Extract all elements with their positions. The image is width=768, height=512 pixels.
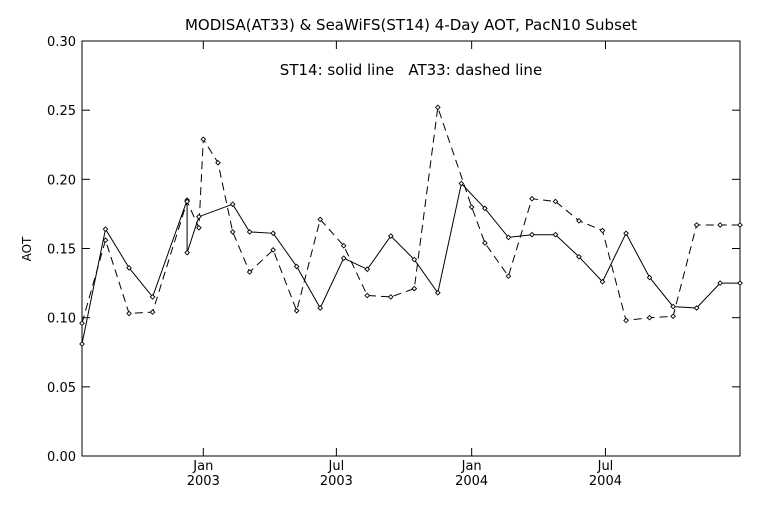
x-tick-year-label: 2004 bbox=[455, 474, 488, 489]
data-point-st14 bbox=[79, 341, 85, 347]
y-tick-label: 0.25 bbox=[47, 104, 76, 119]
data-point-at33 bbox=[717, 222, 723, 228]
data-point-st14 bbox=[529, 231, 535, 238]
data-point-at33 bbox=[149, 309, 156, 315]
data-point-st14 bbox=[149, 294, 156, 300]
data-point-at33 bbox=[693, 222, 700, 228]
data-point-st14 bbox=[229, 201, 236, 208]
y-axis-label: AOT bbox=[20, 236, 34, 261]
chart-title: MODISA(AT33) & SeaWiFS(ST14) 4-Day AOT, … bbox=[185, 16, 637, 34]
x-tick-month-label: Jul bbox=[328, 459, 345, 474]
data-point-at33 bbox=[293, 307, 300, 314]
data-point-at33 bbox=[215, 159, 221, 166]
x-tick-month-label: Jan bbox=[192, 459, 213, 474]
data-point-st14 bbox=[482, 205, 488, 212]
data-point-st14 bbox=[623, 230, 629, 237]
y-tick-label: 0.20 bbox=[47, 173, 76, 188]
data-point-at33 bbox=[184, 198, 190, 205]
y-axis-ticks: 0.00 0.05 0.10 0.15 0.20 0.25 0.30 bbox=[47, 35, 740, 465]
data-point-at33 bbox=[196, 224, 202, 231]
y-tick-label: 0.05 bbox=[47, 381, 76, 396]
data-point-at33 bbox=[79, 320, 85, 327]
data-point-at33 bbox=[482, 240, 488, 246]
data-point-st14 bbox=[646, 274, 653, 281]
series-line-at33 bbox=[81, 107, 740, 324]
data-point-st14 bbox=[693, 305, 700, 311]
data-point-at33 bbox=[468, 204, 475, 210]
series-line-st14 bbox=[81, 182, 740, 345]
data-point-at33 bbox=[317, 216, 324, 223]
data-point-at33 bbox=[340, 242, 347, 249]
data-point-at33 bbox=[411, 285, 418, 292]
y-tick-label: 0.30 bbox=[47, 35, 76, 50]
x-tick-year-label: 2003 bbox=[187, 474, 220, 489]
data-point-at33 bbox=[646, 314, 653, 321]
data-point-st14 bbox=[576, 253, 582, 260]
x-tick-year-label: 2003 bbox=[320, 474, 353, 489]
data-point-st14 bbox=[317, 305, 324, 311]
data-point-st14 bbox=[599, 278, 606, 285]
data-point-st14 bbox=[552, 231, 559, 238]
data-point-at33 bbox=[434, 104, 441, 111]
data-point-at33 bbox=[529, 195, 535, 202]
x-tick-month-label: Jan bbox=[461, 459, 482, 474]
data-point-at33 bbox=[552, 198, 559, 205]
data-point-at33 bbox=[102, 237, 109, 244]
data-point-st14 bbox=[458, 180, 465, 187]
data-point-at33 bbox=[364, 292, 371, 299]
data-point-at33 bbox=[229, 229, 236, 235]
data-point-at33 bbox=[505, 273, 512, 280]
data-point-st14 bbox=[246, 229, 253, 235]
data-point-st14 bbox=[184, 249, 190, 256]
data-point-st14 bbox=[270, 230, 276, 237]
data-point-st14 bbox=[434, 289, 441, 296]
plot-frame bbox=[81, 40, 741, 457]
data-point-st14 bbox=[670, 303, 676, 310]
series-style-note: ST14: solid line AT33: dashed line bbox=[280, 61, 542, 79]
data-point-st14 bbox=[196, 213, 202, 220]
data-point-at33 bbox=[126, 310, 132, 317]
data-point-st14 bbox=[340, 255, 347, 262]
y-tick-label: 0.10 bbox=[47, 312, 76, 327]
data-point-st14 bbox=[717, 280, 723, 286]
data-point-at33 bbox=[576, 217, 582, 224]
series-markers bbox=[79, 104, 743, 347]
y-tick-label: 0.00 bbox=[47, 450, 76, 465]
data-point-st14 bbox=[411, 256, 418, 263]
series-lines bbox=[81, 107, 740, 345]
data-point-at33 bbox=[737, 222, 743, 228]
x-tick-year-label: 2004 bbox=[589, 474, 622, 489]
data-point-at33 bbox=[246, 269, 253, 275]
data-point-at33 bbox=[270, 247, 276, 253]
data-point-at33 bbox=[670, 313, 676, 320]
data-point-st14 bbox=[102, 226, 109, 232]
data-point-at33 bbox=[599, 227, 606, 234]
data-point-st14 bbox=[387, 233, 394, 239]
data-point-st14 bbox=[126, 265, 132, 271]
x-tick-month-label: Jul bbox=[597, 459, 614, 474]
data-point-at33 bbox=[200, 136, 207, 143]
data-point-st14 bbox=[364, 266, 371, 273]
y-tick-label: 0.15 bbox=[47, 243, 76, 258]
data-point-at33 bbox=[387, 294, 394, 300]
data-point-st14 bbox=[293, 263, 300, 270]
data-point-st14 bbox=[505, 234, 512, 241]
data-point-st14 bbox=[737, 280, 743, 286]
data-point-at33 bbox=[623, 317, 629, 324]
